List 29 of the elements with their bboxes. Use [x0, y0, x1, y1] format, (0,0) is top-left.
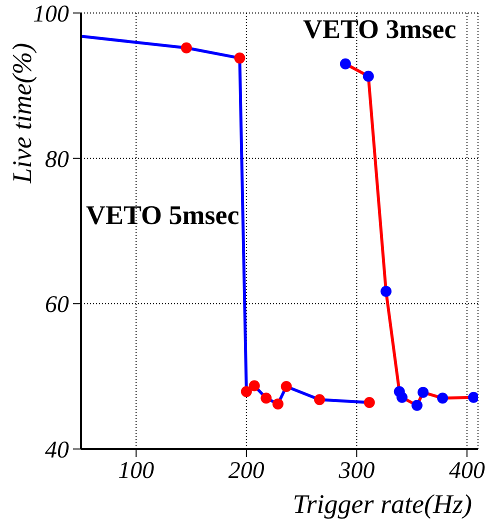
series-label: VETO 5msec: [86, 200, 240, 231]
point: [234, 52, 246, 64]
point: [280, 381, 292, 392]
x-tick-label: 400: [448, 458, 485, 484]
x-tick-label: 200: [228, 458, 264, 484]
point: [260, 392, 272, 404]
point: [272, 398, 284, 410]
point: [418, 386, 429, 398]
y-tick-label: 100: [33, 2, 69, 28]
point: [314, 394, 326, 406]
point: [340, 58, 351, 70]
point: [468, 392, 478, 403]
point: [412, 400, 423, 411]
point: [240, 386, 252, 398]
y-axis-title: Live time(%): [7, 42, 38, 184]
point: [364, 396, 375, 408]
point: [180, 42, 192, 54]
y-tick-label: 40: [45, 438, 69, 464]
series-label: VETO 3msec: [303, 14, 456, 45]
point: [380, 286, 392, 297]
x-axis-title: Trigger rate(Hz): [292, 489, 472, 519]
point: [248, 380, 260, 392]
y-tick-label: 80: [45, 146, 69, 173]
x-tick-label: 100: [118, 458, 154, 484]
x-tick-label: 300: [338, 458, 375, 484]
point: [437, 392, 448, 404]
y-tick-label: 60: [45, 292, 69, 318]
point: [362, 70, 374, 82]
point: [396, 392, 408, 403]
